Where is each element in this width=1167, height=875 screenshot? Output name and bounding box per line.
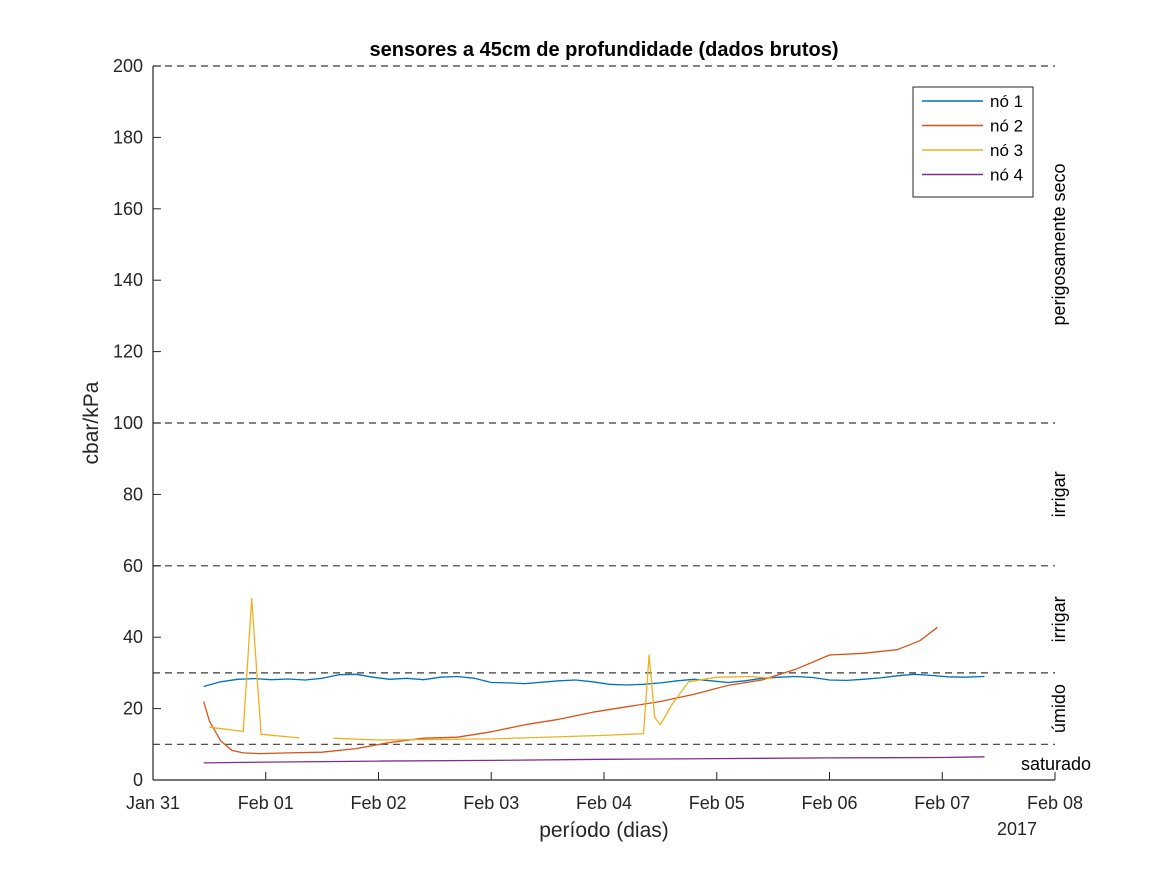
series-layer xyxy=(203,597,985,764)
zone-label: irrigar xyxy=(1049,596,1069,642)
zone-label: úmido xyxy=(1049,684,1069,733)
axes: 0 20 40 60 80 100 120 140 160 180 200 Jan 31 Feb 01 F… xyxy=(113,56,1083,813)
x-tick-label: Feb 03 xyxy=(463,793,519,813)
zone-labels: perigosamente seco irrigar irrigar úmido sat… xyxy=(1021,163,1091,773)
zone-label: irrigar xyxy=(1049,471,1069,517)
y-tick-label: 40 xyxy=(123,627,143,647)
x-tick-label: Feb 05 xyxy=(689,793,745,813)
legend: nó 1 nó 2 nó 3 nó 4 xyxy=(912,86,1034,198)
legend-label: nó 2 xyxy=(990,117,1023,136)
x-tick-label: Feb 02 xyxy=(350,793,406,813)
threshold-lines xyxy=(153,65,1055,745)
x-tick-label: Feb 08 xyxy=(1027,793,1083,813)
zone-label: perigosamente seco xyxy=(1049,163,1069,325)
y-tick-label: 0 xyxy=(133,770,143,790)
x-tick-label: Jan 31 xyxy=(126,793,180,813)
x-tick-label: Feb 04 xyxy=(576,793,632,813)
chart-title: sensores a 45cm de profundidade (dados b… xyxy=(370,39,839,61)
legend-label: nó 3 xyxy=(990,141,1023,160)
series-line-3 xyxy=(209,597,300,739)
y-tick-label: 80 xyxy=(123,484,143,504)
x-tick-label: Feb 07 xyxy=(914,793,970,813)
y-tick-label: 140 xyxy=(113,270,143,290)
x-tick-label: Feb 06 xyxy=(801,793,857,813)
legend-box xyxy=(912,86,1034,198)
year-label: 2017 xyxy=(997,819,1037,839)
series-line-1 xyxy=(203,673,985,688)
x-tick-label: Feb 01 xyxy=(238,793,294,813)
legend-label: nó 1 xyxy=(990,92,1023,111)
y-tick-label: 180 xyxy=(113,127,143,147)
y-tick-label: 120 xyxy=(113,342,143,362)
y-tick-label: 160 xyxy=(113,199,143,219)
series-line-3 xyxy=(333,654,774,741)
legend-label: nó 4 xyxy=(990,166,1023,185)
y-axis-label: cbar/kPa xyxy=(80,381,103,464)
x-axis-label: período (dias) xyxy=(539,819,669,842)
y-tick-label: 20 xyxy=(123,699,143,719)
zone-label: saturado xyxy=(1021,754,1091,774)
y-tick-label: 60 xyxy=(123,556,143,576)
series-line-4 xyxy=(203,756,985,764)
y-tick-label: 100 xyxy=(113,413,143,433)
series-line-2 xyxy=(203,626,938,755)
y-tick-label: 200 xyxy=(113,56,143,76)
